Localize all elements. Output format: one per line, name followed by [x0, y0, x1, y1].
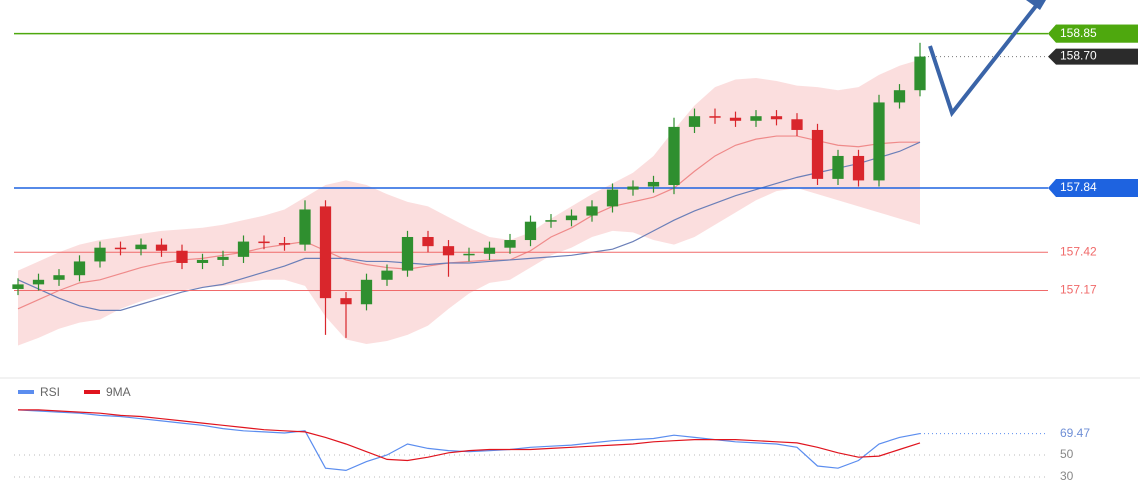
candle-body — [360, 279, 373, 305]
level-box — [1048, 24, 1138, 43]
candle-body — [524, 221, 537, 241]
candle-body — [606, 189, 619, 207]
level-box — [1048, 179, 1138, 198]
level-label: 157.84 — [1060, 180, 1097, 194]
series-line — [17, 409, 921, 472]
candle-body — [340, 298, 352, 305]
candle-body — [401, 236, 414, 271]
candle-body — [627, 186, 639, 190]
legend-label: RSI — [40, 385, 60, 399]
candle-body — [258, 241, 270, 244]
series-line — [18, 409, 921, 462]
candle-body — [12, 284, 24, 289]
candle-body — [73, 261, 86, 276]
candle-body — [237, 241, 250, 257]
candle-body — [668, 126, 680, 185]
legend-swatch — [84, 390, 100, 394]
candle-body — [586, 206, 598, 216]
candle-body — [53, 275, 65, 280]
candle-body — [565, 215, 578, 221]
arrow-head — [1026, 0, 1046, 10]
candle-body — [319, 206, 332, 299]
candle-body — [299, 209, 311, 245]
candle-body — [914, 56, 926, 91]
candle-body — [422, 236, 434, 247]
candle-body — [155, 244, 168, 251]
y-tick-label: 50 — [1060, 447, 1074, 461]
last-value-label: 69.47 — [1060, 426, 1090, 440]
candle-body — [504, 240, 516, 248]
candle-body — [94, 247, 106, 262]
rsi-panel: 30 50 69.47 RSI 9MA — [0, 377, 1140, 483]
level-label: 158.85 — [1060, 26, 1097, 40]
candle-body — [545, 220, 557, 222]
candle-body — [729, 117, 742, 121]
candle-body — [32, 279, 45, 285]
legend-swatch — [18, 390, 34, 394]
candle-body — [278, 243, 291, 245]
level-label: 157.17 — [1060, 283, 1097, 297]
candle-body — [688, 116, 701, 127]
candle-body — [217, 256, 229, 260]
legend-label: 9MA — [106, 385, 131, 399]
candle-body — [852, 155, 865, 181]
candle-body — [832, 155, 844, 179]
candle-body — [196, 259, 209, 263]
candle-body — [893, 90, 906, 103]
candle-body — [750, 116, 762, 121]
last-price-box — [1048, 48, 1138, 65]
candle-body — [442, 246, 455, 256]
candle-body — [791, 119, 803, 130]
forecast-arrow — [928, 4, 1038, 118]
candle-body — [647, 181, 660, 187]
bollinger-band — [18, 59, 920, 346]
y-tick-label: 30 — [1060, 469, 1074, 483]
candle-body — [135, 244, 147, 250]
candle-body — [381, 270, 393, 280]
last-price-label: 158.70 — [1060, 49, 1097, 63]
candle-body — [483, 247, 496, 254]
candle-body — [873, 102, 885, 181]
moving-average — [17, 141, 921, 311]
level-label: 157.42 — [1060, 244, 1097, 258]
candle-body — [463, 253, 475, 256]
candle-body — [114, 247, 127, 250]
candle-body — [176, 250, 188, 263]
candle-body — [770, 116, 783, 120]
candle-body — [811, 129, 824, 179]
candle-body — [709, 116, 721, 118]
